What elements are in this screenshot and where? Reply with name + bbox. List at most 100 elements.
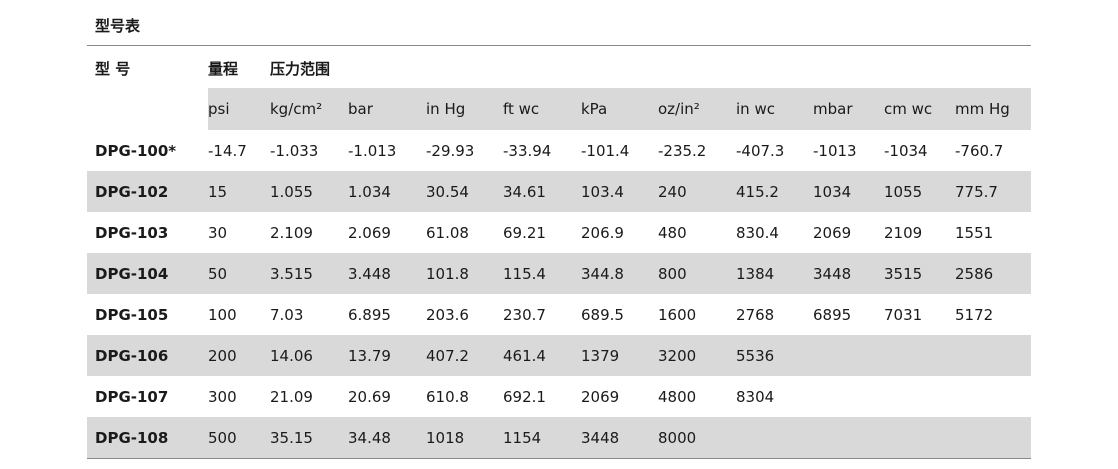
value-cell: 610.8 [426,387,469,406]
value-cell: 830.4 [736,223,779,242]
model-cell: DPG-107 [95,387,169,406]
value-cell: 7031 [884,305,923,324]
value-cell: 2069 [813,223,852,242]
value-cell: -14.7 [208,141,247,160]
value-cell: 3448 [581,417,658,459]
value-cell: 8000 [658,417,736,459]
table-row: DPG-103 30 2.109 2.069 61.08 69.21 206.9 480 830… [87,212,1031,253]
table-row: DPG-108 500 35.15 34.48 1018 1154 3448 8000 [87,417,1032,459]
pressure-range-header: 压力范围 [270,60,331,78]
value-cell: 4800 [658,387,697,406]
value-cell: 300 [208,387,237,406]
value-cell [955,376,1031,417]
unit-header: cm wc [884,88,955,130]
header-row: 型 号 量程 压力范围 [87,46,1031,88]
value-cell: 69.21 [503,223,546,242]
value-cell: 2768 [736,305,775,324]
unit-header: psi [208,88,270,130]
value-cell: 103.4 [581,171,658,212]
value-cell: 1018 [426,417,503,459]
unit-header: kPa [581,88,658,130]
value-cell: 461.4 [503,335,581,376]
value-cell: 5172 [955,305,994,324]
model-table-section: 型号表 型 号 量程 压力范围 psi kg/cm² bar in Hg ft wc [87,0,1032,459]
model-cell: DPG-108 [87,417,208,459]
value-cell: 20.69 [348,387,391,406]
value-cell: 3515 [884,253,955,294]
value-cell: 1154 [503,417,581,459]
value-cell: 692.1 [503,387,546,406]
value-cell: 50 [208,253,270,294]
table-row: DPG-105 100 7.03 6.895 203.6 230.7 689.5 1600 27… [87,294,1031,335]
model-cell: DPG-104 [87,253,208,294]
model-cell: DPG-105 [95,305,169,324]
value-cell: 14.06 [270,335,348,376]
table-row: DPG-107 300 21.09 20.69 610.8 692.1 2069 4800 83… [87,376,1031,417]
value-cell: 2069 [581,387,620,406]
value-cell: 407.2 [426,335,503,376]
value-cell: -101.4 [581,141,630,160]
table-row: DPG-102 15 1.055 1.034 30.54 34.61 103.4 240 415… [87,171,1032,212]
value-cell: 500 [208,417,270,459]
table-row: DPG-100* -14.7 -1.033 -1.013 -29.93 -33.94 -10… [87,130,1031,171]
value-cell: 34.48 [348,417,426,459]
value-cell [813,417,884,459]
value-cell: 230.7 [503,305,546,324]
unit-header: bar [348,88,426,130]
value-cell: -407.3 [736,141,785,160]
table-row: DPG-104 50 3.515 3.448 101.8 115.4 344.8 800 138… [87,253,1032,294]
value-cell: 775.7 [955,171,1032,212]
value-cell: 8304 [736,387,775,406]
range-header: 量程 [208,60,239,78]
value-cell: 3.515 [270,253,348,294]
value-cell: -1013 [813,141,857,160]
value-cell: 1034 [813,171,884,212]
value-cell: 3448 [813,253,884,294]
value-cell: 6.895 [348,305,391,324]
value-cell: 1551 [955,223,994,242]
unit-header: mbar [813,88,884,130]
value-cell: 6895 [813,305,852,324]
value-cell: 15 [208,171,270,212]
value-cell: 2.069 [348,223,391,242]
value-cell [813,376,884,417]
value-cell: -1034 [884,141,928,160]
value-cell: 13.79 [348,335,426,376]
unit-header: mm Hg [955,88,1032,130]
value-cell [736,417,813,459]
value-cell: 480 [658,223,687,242]
value-cell: -760.7 [955,141,1004,160]
value-cell: 3.448 [348,253,426,294]
value-cell: 1600 [658,305,697,324]
value-cell: 115.4 [503,253,581,294]
value-cell [884,417,955,459]
value-cell: 21.09 [270,387,313,406]
value-cell: 689.5 [581,305,624,324]
value-cell: -33.94 [503,141,552,160]
value-cell: 206.9 [581,223,624,242]
value-cell: 34.61 [503,171,581,212]
unit-header: oz/in² [658,88,736,130]
model-header: 型 号 [95,60,131,78]
value-cell: 1055 [884,171,955,212]
table-title: 型号表 [87,0,1031,46]
value-cell: 2109 [884,223,923,242]
value-cell: 203.6 [426,305,469,324]
value-cell: 5536 [736,335,813,376]
value-cell: 200 [208,335,270,376]
value-cell: 35.15 [270,417,348,459]
value-cell: 30 [208,223,228,242]
value-cell [813,335,884,376]
value-cell: 800 [658,253,736,294]
unit-header-blank [87,88,208,130]
value-cell: 7.03 [270,305,304,324]
value-cell: 30.54 [426,171,503,212]
value-cell: 240 [658,171,736,212]
value-cell: 2.109 [270,223,313,242]
value-cell [884,335,955,376]
value-cell [955,417,1032,459]
value-cell: 1384 [736,253,813,294]
value-cell: 1.055 [270,171,348,212]
unit-header: ft wc [503,88,581,130]
value-cell: -29.93 [426,141,475,160]
